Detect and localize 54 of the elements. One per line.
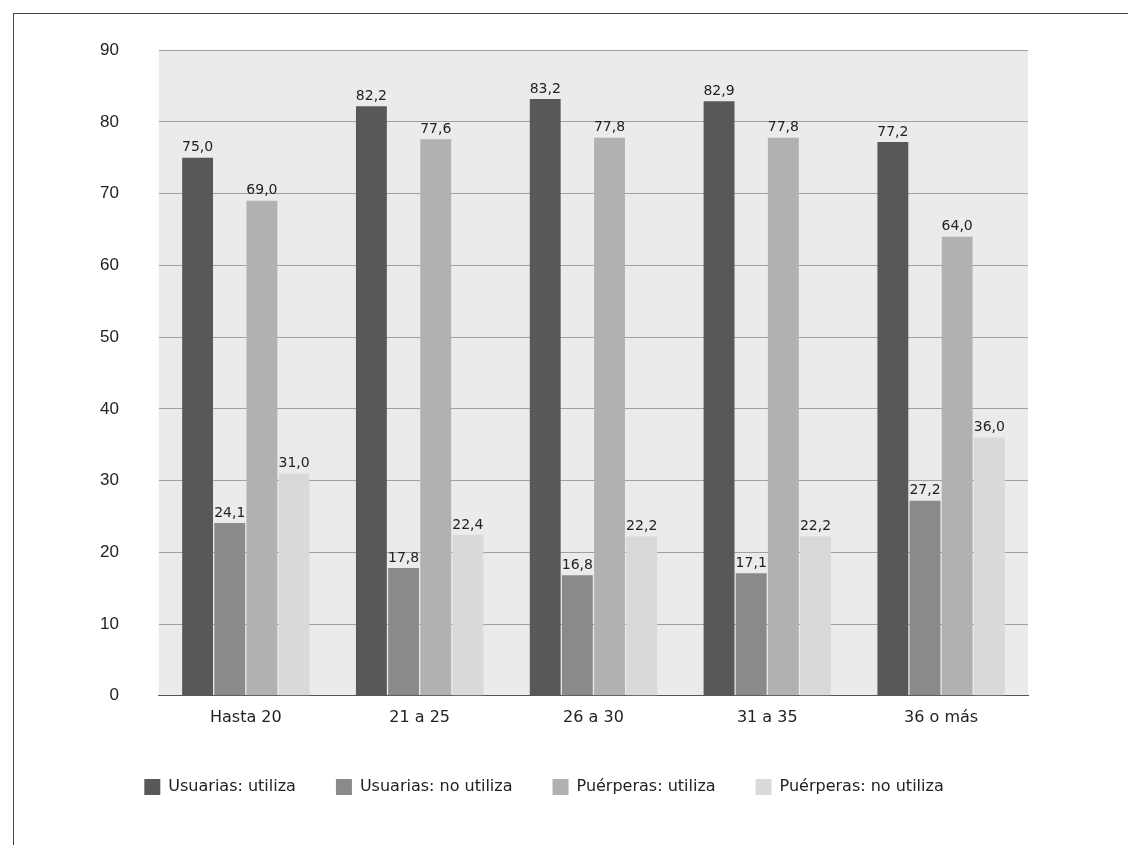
data-label: 22,2 [626, 517, 658, 534]
data-label: 83,2 [529, 79, 561, 96]
bar [214, 522, 246, 696]
x-tick-label: 31 a 35 [736, 706, 798, 726]
bar [800, 536, 831, 696]
bar [594, 137, 625, 696]
data-label: 31,0 [278, 454, 310, 471]
data-label: 82,2 [355, 86, 387, 103]
bar [735, 573, 767, 696]
y-tick-label: 50 [99, 326, 119, 346]
bar [561, 575, 593, 696]
bar [388, 568, 419, 696]
legend-label: Usuarias: no utiliza [359, 776, 513, 796]
y-tick-label: 40 [99, 398, 119, 418]
bar [420, 139, 452, 696]
data-label: 82,9 [703, 81, 735, 98]
y-tick-label: 20 [99, 542, 119, 562]
data-label: 27,2 [909, 481, 941, 498]
data-label: 69,0 [246, 181, 278, 198]
data-label: 77,8 [767, 118, 799, 135]
y-tick-label: 10 [99, 613, 119, 633]
y-tick-label: 80 [99, 111, 119, 131]
bar [278, 473, 310, 696]
data-label: 75,0 [182, 138, 214, 155]
legend-label: Usuarias: utiliza [168, 776, 296, 796]
data-label: 77,2 [877, 122, 909, 139]
data-label: 17,1 [735, 553, 767, 570]
bar [452, 535, 484, 696]
data-label: 64,0 [941, 217, 973, 234]
data-label: 77,8 [593, 118, 626, 135]
bar [973, 437, 1005, 696]
y-tick-label: 0 [109, 685, 119, 705]
bar [246, 200, 278, 696]
y-tick-label: 60 [99, 255, 119, 275]
x-tick-label: 21 a 25 [389, 706, 450, 726]
bar [626, 536, 658, 696]
x-tick-label: 26 a 30 [563, 706, 624, 726]
data-label: 22,2 [799, 517, 832, 534]
y-tick-label: 70 [99, 183, 119, 203]
legend-label: Puérperas: no utiliza [779, 776, 944, 796]
y-tick-label: 90 [99, 39, 119, 59]
data-label: 16,8 [561, 555, 593, 572]
bar [941, 236, 973, 696]
bar [767, 137, 799, 696]
data-label: 24,1 [214, 503, 246, 520]
data-label: 17,8 [387, 548, 420, 565]
bar [909, 500, 941, 696]
x-tick-label: 36 o más [904, 706, 979, 726]
legend-label: Puérperas: utiliza [576, 776, 716, 796]
y-tick-label: 30 [99, 470, 119, 490]
data-label: 22,4 [452, 515, 484, 532]
x-tick-label: Hasta 20 [209, 706, 282, 726]
data-label: 77,6 [420, 119, 452, 136]
data-label: 36,0 [973, 418, 1005, 435]
